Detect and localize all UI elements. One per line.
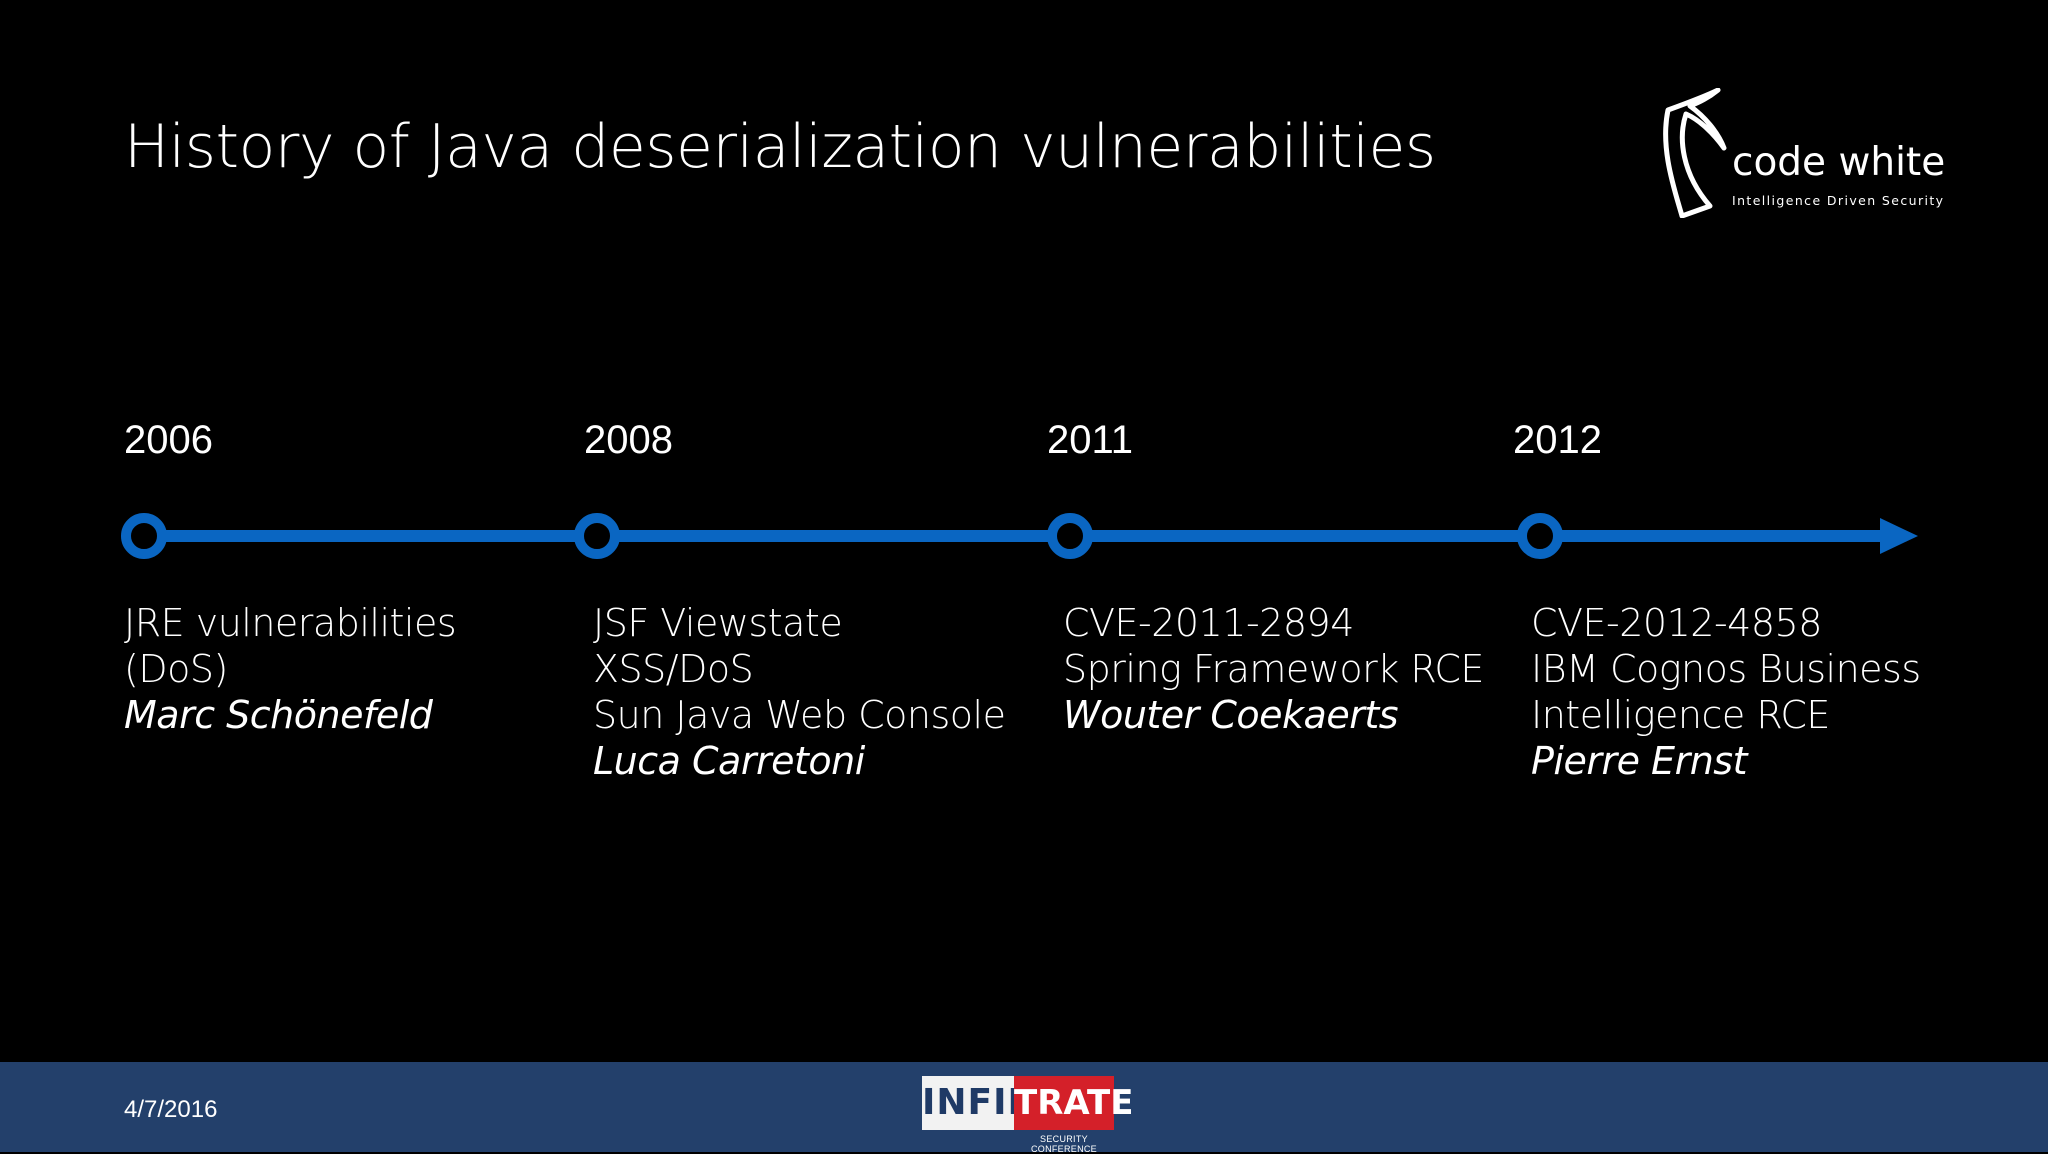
logo-tagline: Intelligence Driven Security xyxy=(1732,193,1945,208)
entry-line: CVE-2012-4858 xyxy=(1531,601,1822,645)
entry-line: XSS/DoS xyxy=(593,647,754,691)
timeline-marker xyxy=(574,513,620,559)
timeline-year: 2012 xyxy=(1513,418,1602,462)
infiltrate-logo: INFIL TRATE SECURITY CONFERENCE xyxy=(922,1076,1133,1154)
timeline-year: 2006 xyxy=(124,418,213,462)
entry-line: Spring Framework RCE xyxy=(1063,647,1484,691)
code-white-logo: code white Intelligence Driven Security xyxy=(1660,88,1960,218)
entry-line: JRE vulnerabilities xyxy=(124,601,457,645)
entry-line: Sun Java Web Console xyxy=(593,693,1006,737)
slide-footer: 4/7/2016 INFIL TRATE SECURITY CONFERENCE xyxy=(0,1062,2048,1154)
timeline-entry: JRE vulnerabilities (DoS) Marc Schönefel… xyxy=(124,600,457,738)
entry-line: IBM Cognos Business xyxy=(1531,647,1921,691)
entry-line: (DoS) xyxy=(124,647,228,691)
entry-line: JSF Viewstate xyxy=(593,601,843,645)
entry-author: Pierre Ernst xyxy=(1531,739,1747,783)
entry-author: Marc Schönefeld xyxy=(124,693,433,737)
timeline-entry: JSF Viewstate XSS/DoS Sun Java Web Conso… xyxy=(593,600,1006,784)
slide-title: History of Java deserialization vulnerab… xyxy=(124,112,1436,182)
timeline-marker xyxy=(121,513,167,559)
entry-line: CVE-2011-2894 xyxy=(1063,601,1354,645)
timeline-year: 2011 xyxy=(1047,418,1134,462)
timeline-entry: CVE-2012-4858 IBM Cognos Business Intell… xyxy=(1531,600,1921,784)
timeline-arrow-icon xyxy=(1880,518,1918,554)
brand-left: INFIL xyxy=(922,1076,1030,1130)
brand-right: TRATE xyxy=(1014,1076,1133,1130)
timeline-year: 2008 xyxy=(584,418,673,462)
entry-author: Luca Carretoni xyxy=(593,739,865,783)
shield-icon xyxy=(1663,88,1727,218)
entry-author: Wouter Coekaerts xyxy=(1063,693,1399,737)
timeline-entry: CVE-2011-2894 Spring Framework RCE Woute… xyxy=(1063,600,1484,738)
timeline-marker xyxy=(1517,513,1563,559)
brand-subtitle: SECURITY CONFERENCE xyxy=(1030,1134,1097,1154)
timeline-marker xyxy=(1047,513,1093,559)
slide-date: 4/7/2016 xyxy=(124,1096,218,1123)
logo-name: code white xyxy=(1732,140,1946,185)
entry-line: Intelligence RCE xyxy=(1531,693,1830,737)
